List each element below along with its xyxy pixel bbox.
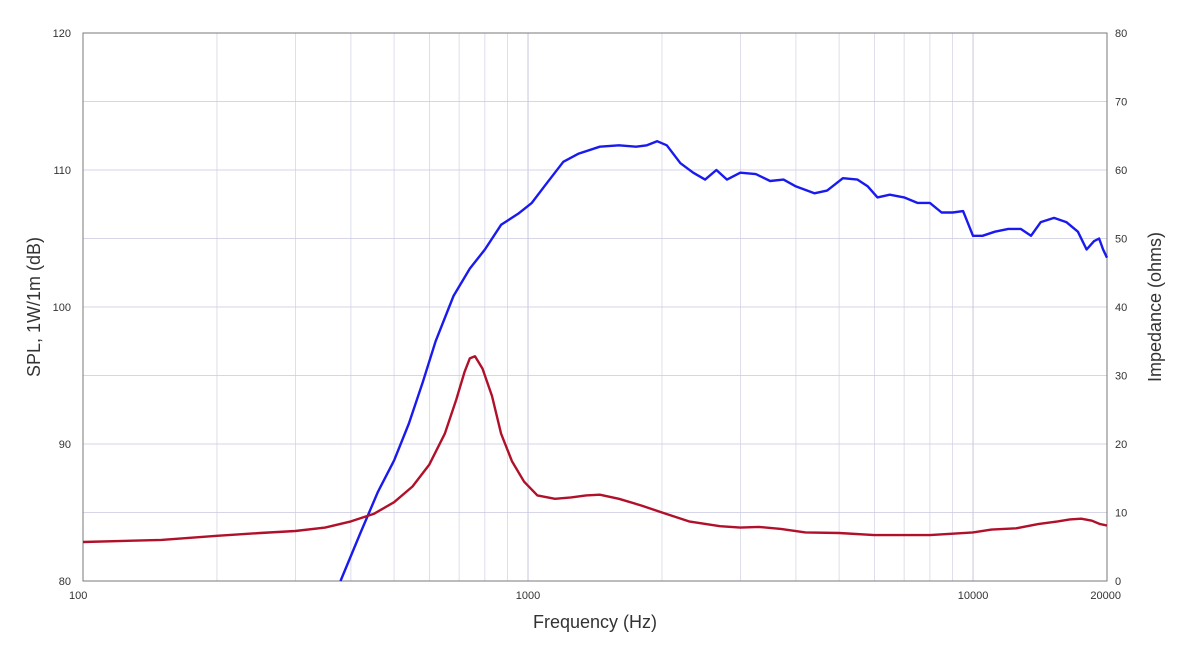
x-tick-label: 100 [69,590,87,602]
x-tick-label: 1000 [516,590,540,602]
x-tick-labels: 100 1000 10000 20000 [69,590,1121,602]
series-layer [82,140,1109,582]
y2-tick-label: 30 [1115,371,1127,383]
plot-frame [82,32,1108,582]
x-tick-label: 20000 [1090,590,1121,602]
y2-tick-label: 0 [1115,576,1121,588]
y-tick-label: 100 [53,302,71,314]
x-axis-label: Frequency (Hz) [533,612,657,632]
y2-tick-label: 40 [1115,302,1127,314]
y2-axis-label: Impedance (ohms) [1145,232,1165,382]
y2-tick-label: 70 [1115,97,1127,109]
x-tick-label: 10000 [958,590,989,602]
y-tick-label: 120 [53,28,71,40]
y-tick-labels: 80 90 100 110 120 [53,28,71,588]
y-tick-label: 90 [59,439,71,451]
y2-tick-labels: 0 10 20 30 40 50 60 70 80 [1115,28,1127,588]
spl-curve [339,140,1109,582]
grid-lines [83,33,1107,581]
impedance-curve [82,355,1108,544]
y-tick-label: 110 [53,165,71,177]
y2-tick-label: 10 [1115,508,1127,520]
y2-tick-label: 60 [1115,165,1127,177]
y-tick-label: 80 [59,576,71,588]
y-axis-label: SPL, 1W/1m (dB) [24,237,44,377]
y2-tick-label: 20 [1115,439,1127,451]
y2-tick-label: 50 [1115,234,1127,246]
y2-tick-label: 80 [1115,28,1127,40]
